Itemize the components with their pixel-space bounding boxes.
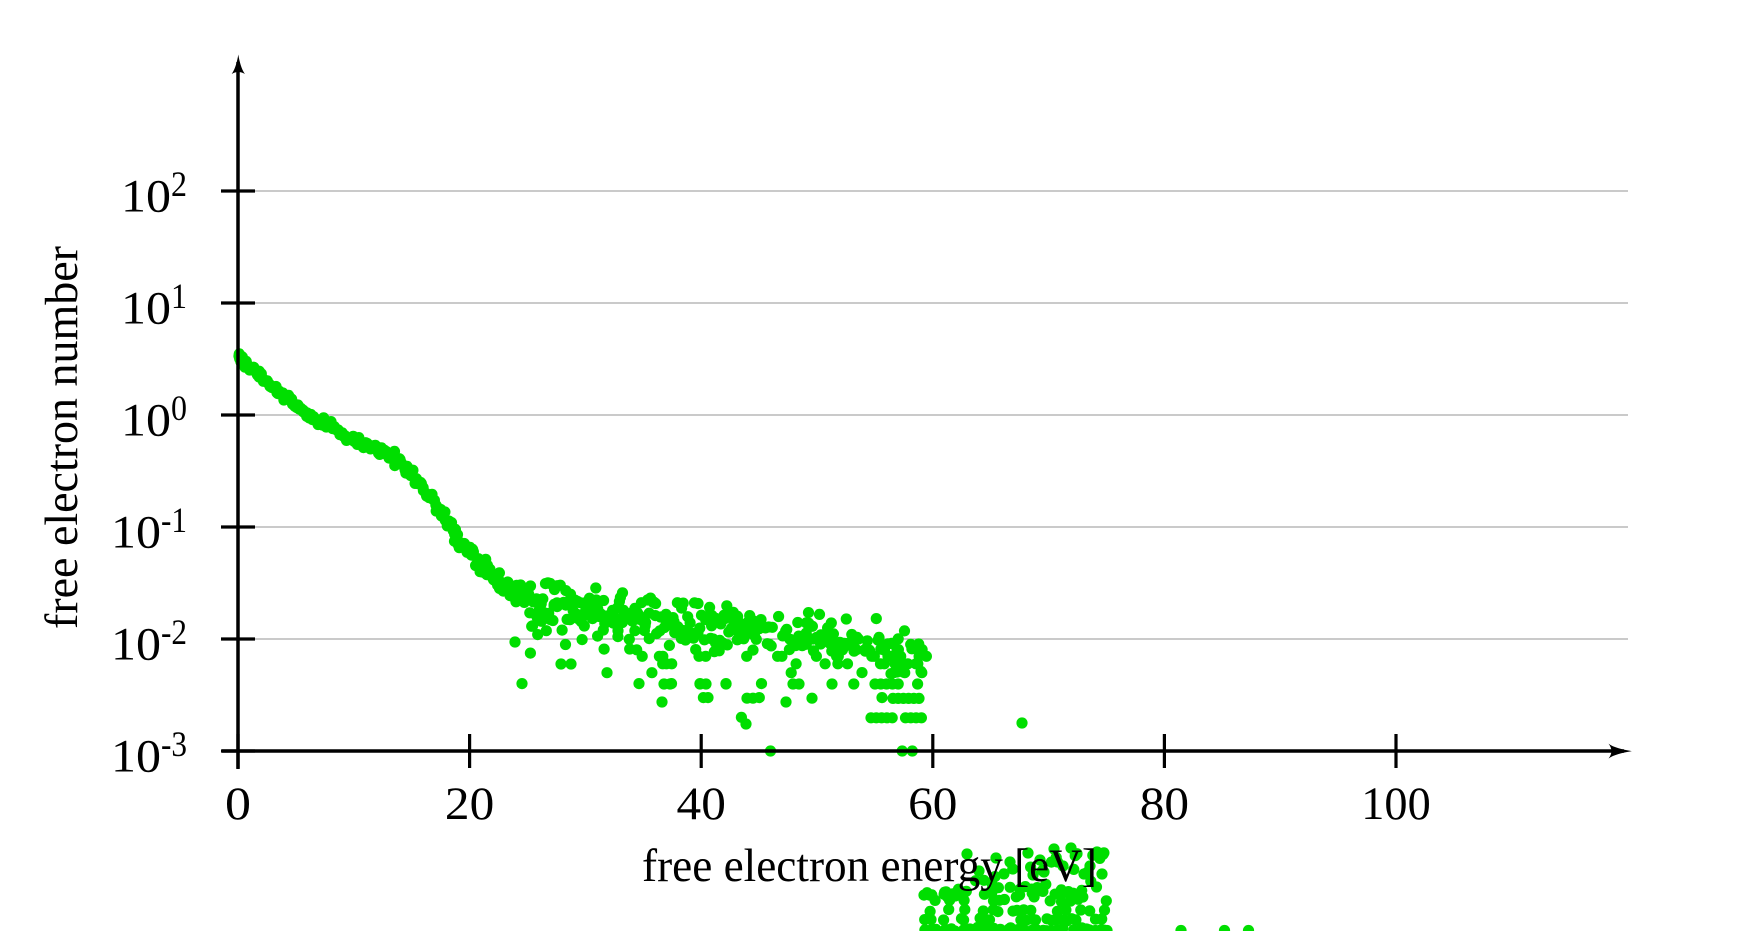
svg-text:60: 60 <box>908 778 957 830</box>
svg-text:-2: -2 <box>161 612 187 652</box>
svg-text:free electron number: free electron number <box>36 246 88 629</box>
svg-text:10: 10 <box>121 170 171 222</box>
svg-text:2: 2 <box>171 164 187 204</box>
svg-text:100: 100 <box>1361 778 1430 830</box>
svg-text:10: 10 <box>121 282 171 334</box>
svg-text:40: 40 <box>677 778 726 830</box>
svg-text:0: 0 <box>171 388 187 428</box>
svg-text:10: 10 <box>111 506 161 558</box>
svg-text:20: 20 <box>445 778 494 830</box>
svg-text:-3: -3 <box>161 724 187 764</box>
svg-text:80: 80 <box>1140 778 1189 830</box>
svg-text:10: 10 <box>111 618 161 670</box>
svg-text:0: 0 <box>225 778 251 830</box>
svg-text:-1: -1 <box>161 500 187 540</box>
svg-text:free electron energy [eV]: free electron energy [eV] <box>642 840 1097 892</box>
svg-text:10: 10 <box>121 394 171 446</box>
svg-text:1: 1 <box>171 276 187 316</box>
svg-text:10: 10 <box>111 730 161 782</box>
